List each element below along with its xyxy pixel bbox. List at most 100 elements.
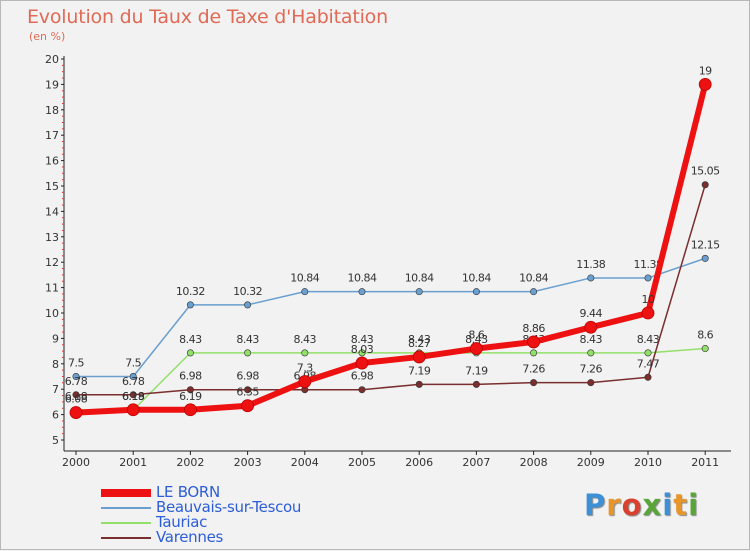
data-point <box>527 335 540 349</box>
data-label: 7.19 <box>465 364 488 377</box>
y-tick-label: 9 <box>52 332 59 345</box>
data-label: 7.3 <box>297 362 313 375</box>
y-tick-label: 6 <box>52 409 59 422</box>
legend-label: LE BORN <box>156 483 220 501</box>
y-tick-label: 5 <box>52 434 59 447</box>
data-label: 11.38 <box>576 258 605 271</box>
series-line-tauriac <box>75 347 706 411</box>
data-label: 8.43 <box>294 333 317 346</box>
data-label: 10 <box>642 293 655 306</box>
x-tick-label: 2009 <box>577 456 605 469</box>
y-tick-label: 7 <box>52 383 59 396</box>
data-point <box>186 301 194 309</box>
logo-letter: x <box>642 488 663 522</box>
data-label: 6.78 <box>122 375 145 388</box>
data-label: 8.03 <box>351 343 374 356</box>
legend-swatch <box>101 507 151 509</box>
data-label: 6.98 <box>351 370 374 383</box>
data-point <box>244 386 252 394</box>
data-label: 19 <box>699 64 712 77</box>
logo-letter: i <box>662 488 674 522</box>
data-label: 15.05 <box>691 165 720 178</box>
data-label: 10.84 <box>405 272 434 285</box>
data-label: 6.08 <box>65 393 88 406</box>
y-tick-label: 18 <box>45 104 59 117</box>
logo-letter: t <box>673 488 689 522</box>
data-point <box>469 342 483 355</box>
y-tick-label: 17 <box>45 129 59 142</box>
series-line-le-born <box>73 81 709 416</box>
data-point <box>530 379 538 387</box>
x-tick-label: 2011 <box>691 456 719 469</box>
data-point <box>584 320 598 334</box>
unit-label: (en %) <box>29 30 66 43</box>
x-tick-label: 2000 <box>62 456 90 469</box>
data-label: 8.43 <box>580 333 603 346</box>
data-point <box>587 349 595 357</box>
data-point <box>644 274 652 282</box>
y-tick-label: 19 <box>45 78 59 91</box>
data-label: 8.43 <box>465 333 488 346</box>
y-tick-label: 14 <box>45 205 59 218</box>
data-label: 6.35 <box>236 386 259 399</box>
data-point <box>701 345 709 353</box>
legend-label: Tauriac <box>156 513 208 531</box>
data-point <box>244 349 252 357</box>
data-label: 10.84 <box>348 272 377 285</box>
data-label: 8.43 <box>408 333 431 346</box>
legend-swatch <box>101 489 151 497</box>
data-label: 6.98 <box>179 370 202 383</box>
data-point <box>358 386 366 394</box>
legend-label: Beauvais-sur-Tescou <box>156 498 302 516</box>
logo-letter: P <box>584 488 607 522</box>
data-label: 6.19 <box>179 390 202 403</box>
data-point <box>298 375 312 388</box>
x-tick-label: 2002 <box>176 456 204 469</box>
x-tick-label: 2010 <box>634 456 662 469</box>
data-label: 8.27 <box>408 337 431 350</box>
data-point <box>415 380 423 388</box>
logo-letter: i <box>688 488 700 522</box>
data-label: 7.26 <box>580 363 603 376</box>
data-point <box>72 372 80 380</box>
data-label: 8.6 <box>468 329 484 342</box>
y-tick-label: 16 <box>45 155 59 168</box>
y-tick-label: 13 <box>45 231 59 244</box>
data-point <box>412 350 426 364</box>
data-label: 12.15 <box>691 238 720 251</box>
data-point <box>644 349 652 357</box>
series-line-beauvais-sur-tescou <box>75 257 706 378</box>
y-tick-label: 11 <box>45 282 59 295</box>
data-label: 7.47 <box>637 357 660 370</box>
chart-title: Evolution du Taux de Taxe d'Habitation <box>27 6 388 28</box>
data-point <box>186 349 194 357</box>
data-point <box>472 380 480 388</box>
y-tick-label: 15 <box>45 180 59 193</box>
data-point <box>587 274 595 282</box>
data-point <box>301 349 309 357</box>
series-line-varennes <box>75 183 706 396</box>
x-tick-label: 2008 <box>520 456 548 469</box>
data-point <box>472 288 480 296</box>
logo-letter: o <box>621 488 643 522</box>
data-point <box>69 406 83 419</box>
data-point <box>355 356 369 370</box>
data-label: 10.32 <box>233 285 262 298</box>
data-label: 8.86 <box>522 322 545 335</box>
proxiti-logo: Proxiti <box>584 488 699 522</box>
data-point <box>244 301 252 309</box>
data-point <box>358 288 366 296</box>
data-label: 11.38 <box>634 258 663 271</box>
data-point <box>358 349 366 357</box>
data-point <box>129 391 137 399</box>
data-label: 6.98 <box>236 370 259 383</box>
x-tick-label: 2005 <box>348 456 376 469</box>
data-label: 7.19 <box>408 364 431 377</box>
data-label: 8.43 <box>236 333 259 346</box>
x-tick-label: 2001 <box>119 456 147 469</box>
data-point <box>698 78 712 91</box>
y-tick-label: 20 <box>45 53 59 66</box>
data-label: 6.19 <box>122 390 145 403</box>
